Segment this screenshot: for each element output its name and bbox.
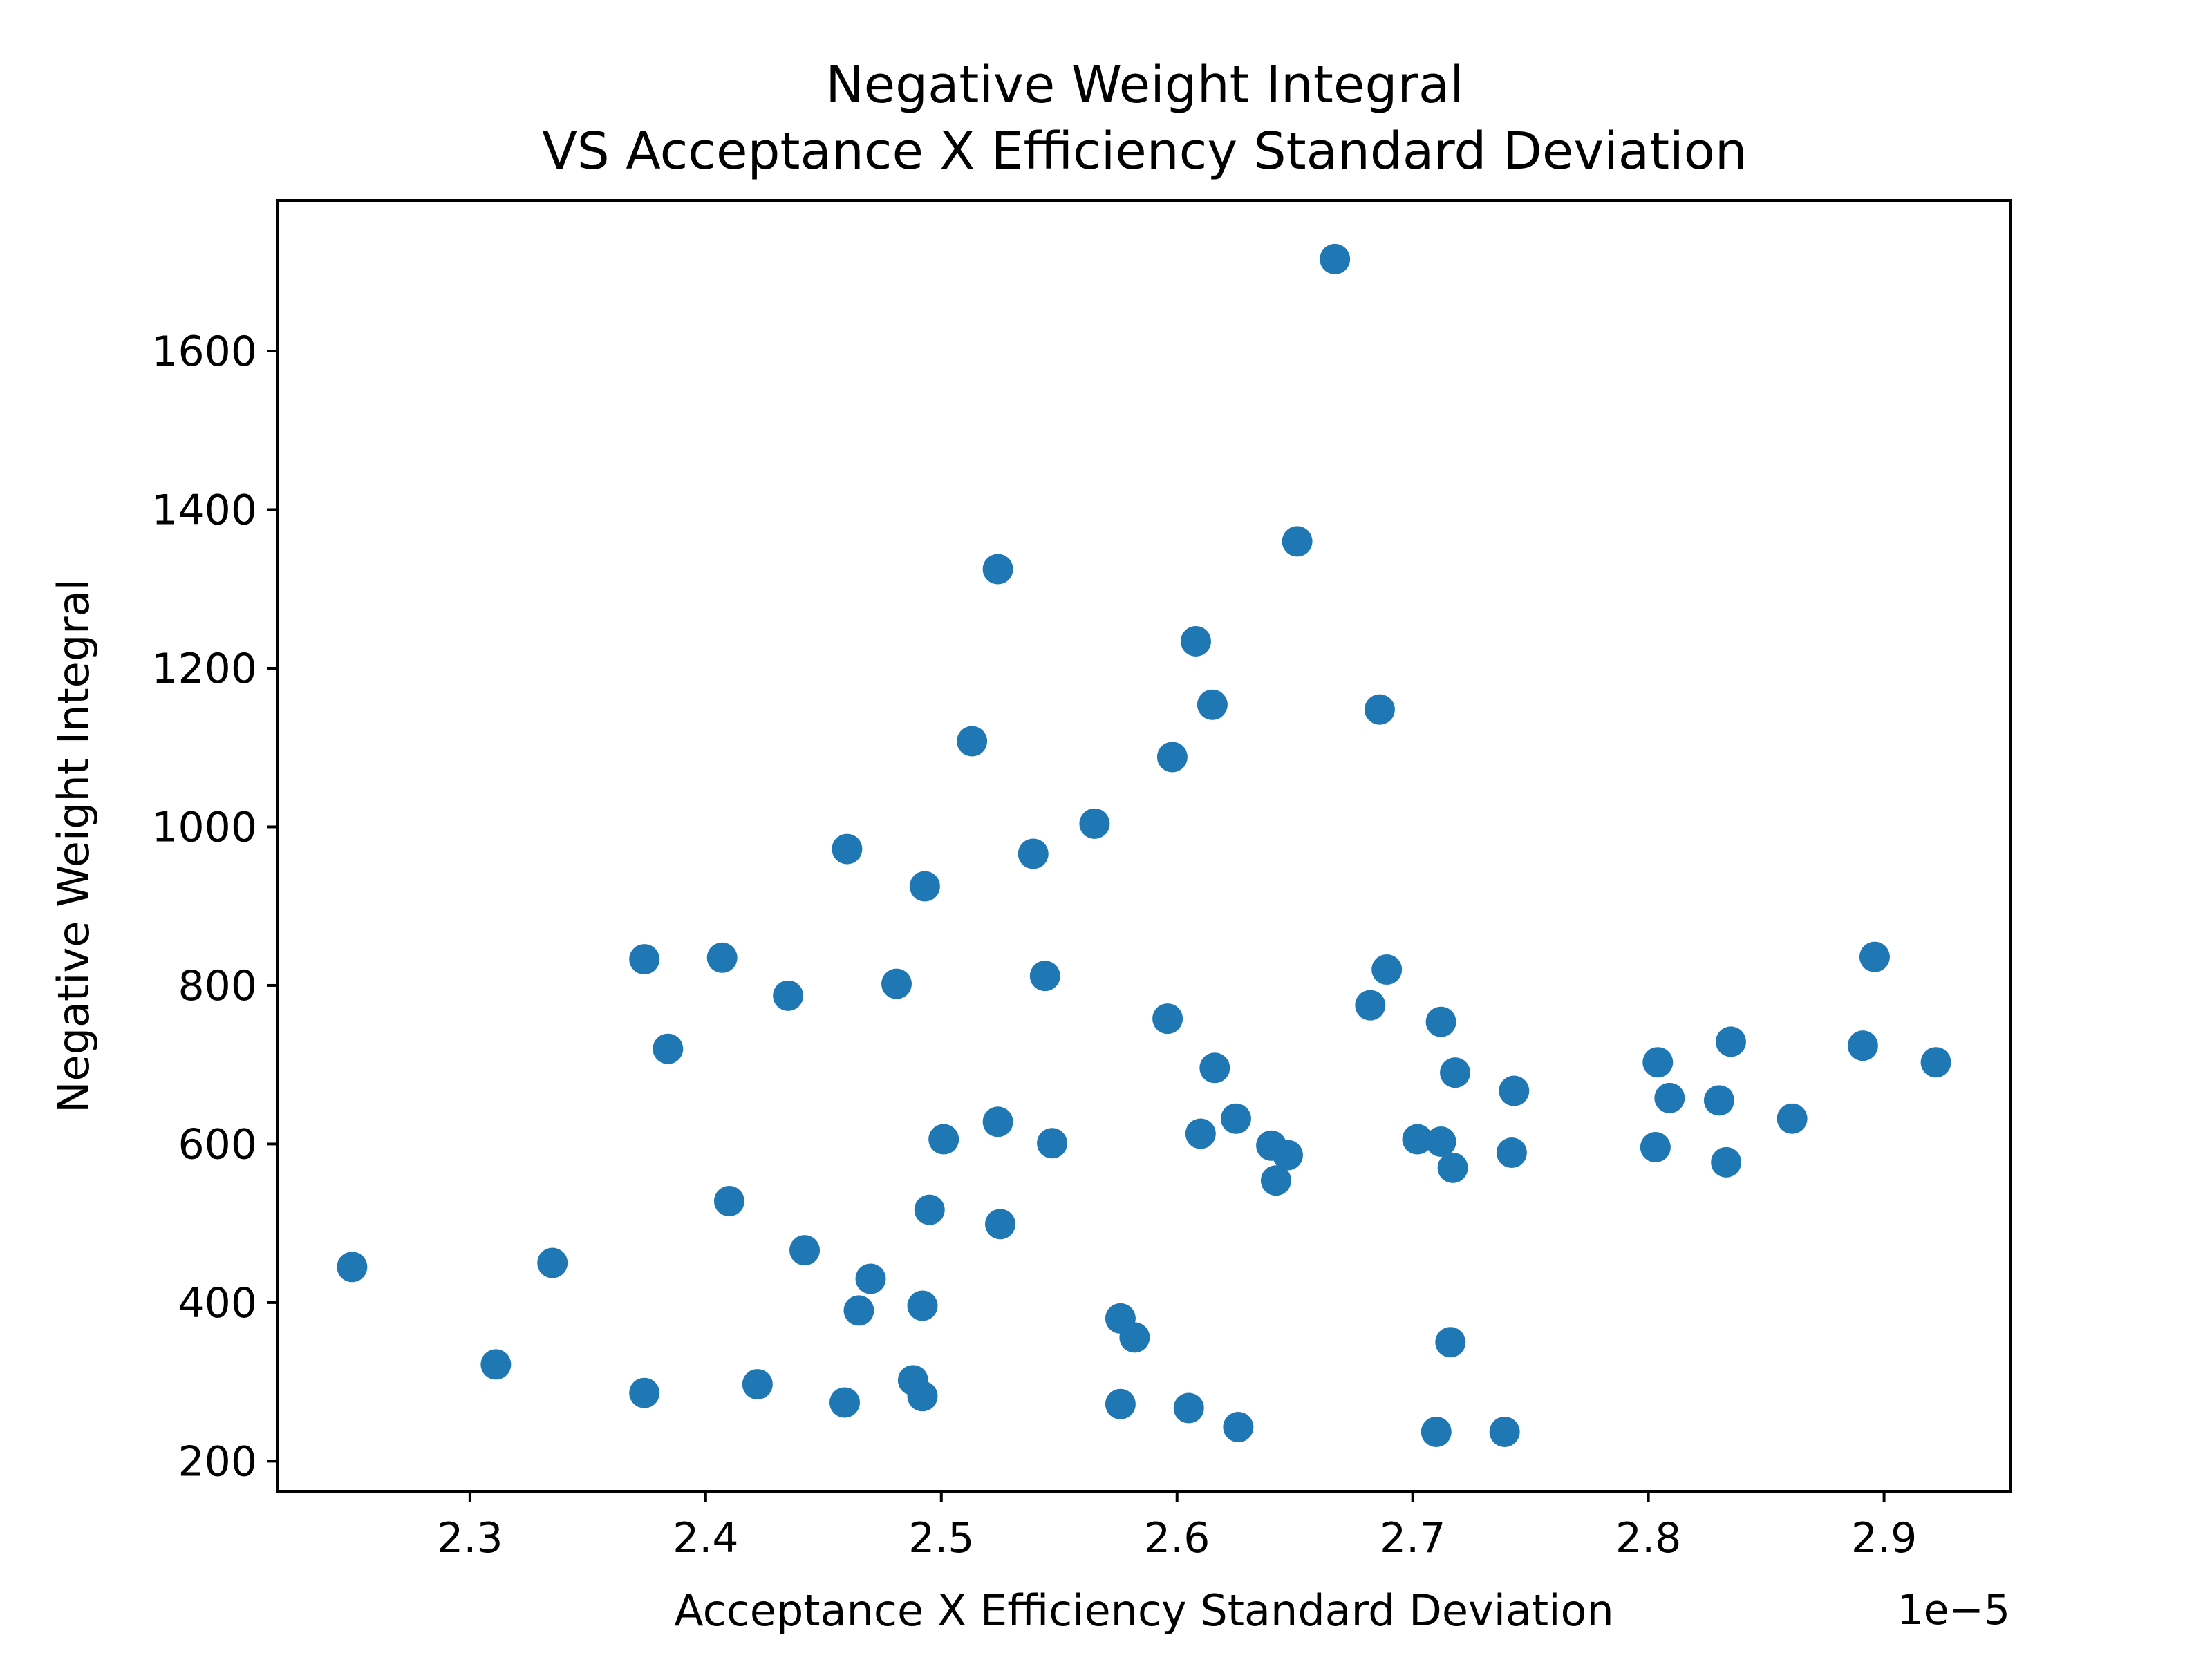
data-point	[1199, 1052, 1230, 1084]
data-point	[1320, 243, 1351, 274]
data-point	[957, 726, 988, 757]
data-point	[907, 1290, 938, 1321]
data-point	[1440, 1057, 1471, 1088]
y-tick-label: 600	[178, 1120, 257, 1169]
data-point	[537, 1247, 568, 1278]
data-point	[1282, 526, 1313, 557]
data-point	[1847, 1030, 1878, 1061]
x-axis-label: Acceptance X Efficiency Standard Deviati…	[674, 1585, 1613, 1636]
data-point	[1402, 1124, 1433, 1155]
chart-title-line-2: VS Acceptance X Efficiency Standard Devi…	[542, 122, 1747, 181]
y-tick-label: 1400	[151, 486, 257, 534]
data-point	[653, 1033, 684, 1064]
data-point	[1489, 1416, 1520, 1447]
data-point	[914, 1194, 945, 1225]
x-tick-label: 2.3	[437, 1514, 503, 1562]
x-tick-label: 2.8	[1615, 1514, 1681, 1562]
data-point	[1496, 1137, 1527, 1169]
data-point	[629, 1377, 660, 1408]
y-tick-label: 1200	[151, 645, 257, 693]
data-point	[1185, 1118, 1216, 1149]
data-point	[480, 1349, 512, 1380]
y-tick-label: 1000	[151, 803, 257, 851]
data-point	[1029, 961, 1060, 992]
data-point	[829, 1387, 860, 1418]
data-point	[982, 1106, 1013, 1137]
data-point	[1371, 954, 1403, 985]
data-point	[1640, 1132, 1671, 1163]
data-point	[1018, 838, 1049, 869]
data-point	[1260, 1165, 1291, 1196]
x-tick-label: 2.7	[1380, 1514, 1445, 1562]
data-point	[1421, 1416, 1452, 1447]
data-point	[1703, 1085, 1734, 1116]
y-tick-label: 1600	[151, 328, 257, 376]
data-point	[1272, 1140, 1303, 1171]
data-points	[337, 243, 1951, 1447]
data-point	[1037, 1128, 1068, 1159]
x-axis-ticks: 2.3 2.4 2.5 2.6 2.7 2.8 2.9	[437, 1491, 1917, 1562]
y-tick-label: 200	[178, 1437, 257, 1486]
data-point	[1181, 625, 1212, 657]
data-point	[928, 1124, 959, 1155]
data-point	[855, 1263, 886, 1294]
data-point	[1437, 1152, 1468, 1183]
data-point	[907, 1381, 938, 1412]
data-point	[1425, 1006, 1456, 1037]
data-point	[742, 1369, 773, 1400]
data-point	[713, 1186, 744, 1217]
data-point	[337, 1252, 368, 1283]
plot-area-frame	[276, 199, 2012, 1493]
data-point	[1156, 742, 1188, 773]
data-point	[1119, 1322, 1150, 1353]
y-axis-ticks: 200 400 600 800 1000 1200 1400 1600	[151, 328, 278, 1486]
y-tick-label: 800	[178, 962, 257, 1010]
y-axis-label: Negative Weight Integral	[48, 578, 99, 1113]
data-point	[985, 1209, 1016, 1240]
data-point	[1105, 1388, 1136, 1419]
data-point	[1499, 1075, 1530, 1106]
data-point	[1223, 1412, 1254, 1443]
x-tick-label: 2.9	[1851, 1514, 1917, 1562]
data-point	[881, 968, 912, 999]
x-tick-label: 2.4	[673, 1514, 738, 1562]
data-point	[629, 944, 660, 975]
data-point	[1777, 1103, 1808, 1134]
data-point	[1364, 694, 1395, 725]
data-point	[1715, 1026, 1746, 1057]
data-point	[706, 942, 738, 973]
data-point	[1425, 1126, 1456, 1157]
data-point	[1654, 1082, 1685, 1113]
data-point	[909, 871, 940, 902]
data-point	[1920, 1047, 1951, 1078]
data-point	[1711, 1146, 1742, 1178]
chart-title-line-1: Negative Weight Integral	[825, 55, 1464, 115]
x-tick-label: 2.5	[908, 1514, 974, 1562]
data-point	[843, 1295, 874, 1326]
data-point	[1079, 808, 1110, 839]
data-point	[1859, 941, 1890, 972]
data-point	[832, 833, 863, 865]
data-point	[1197, 689, 1228, 720]
y-tick-label: 400	[178, 1279, 257, 1328]
data-point	[1220, 1103, 1251, 1134]
data-point	[1173, 1392, 1204, 1424]
x-axis-offset-label: 1e−5	[1897, 1586, 2010, 1634]
data-point	[1355, 990, 1386, 1021]
data-point	[1435, 1327, 1466, 1358]
data-point	[1642, 1047, 1674, 1078]
data-point	[773, 980, 804, 1011]
data-point	[982, 554, 1013, 585]
x-tick-label: 2.6	[1144, 1514, 1210, 1562]
data-point	[1152, 1003, 1183, 1035]
data-point	[789, 1235, 821, 1266]
